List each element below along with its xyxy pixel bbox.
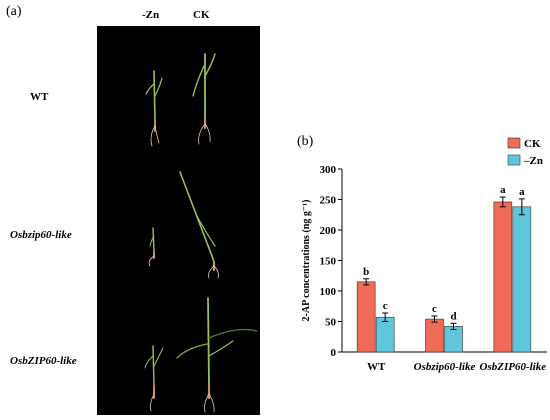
bar	[356, 281, 376, 353]
y-tick-label: 150	[320, 256, 337, 268]
seedling-oe-minus-zn	[144, 345, 164, 412]
column-label-ck: CK	[193, 9, 210, 21]
significance-letter: a	[519, 186, 525, 198]
row-label-osbzip60-like: Osbzip60-like	[10, 229, 72, 241]
x-tick-label: WT	[367, 361, 386, 373]
x-tick-label: Osbzip60-like	[414, 361, 476, 373]
y-tick-label: 0	[331, 347, 337, 359]
y-tick-label: 100	[320, 286, 337, 298]
panel-a-label: (a)	[6, 4, 22, 19]
bar	[493, 201, 513, 353]
seedling-wt-minus-zn	[145, 70, 163, 147]
y-tick-label: 250	[320, 195, 337, 207]
significance-letter: c	[432, 303, 437, 315]
significance-letter: d	[450, 310, 456, 322]
legend-swatch	[507, 137, 521, 149]
legend-label: CK	[524, 138, 541, 150]
legend-label: –Zn	[523, 155, 543, 167]
panel-b-label: (b)	[297, 134, 314, 149]
seedling-mutant-minus-zn	[148, 227, 155, 267]
row-label-osbzip60-like-overexpression: OsbZIP60-like	[10, 355, 77, 367]
bar	[444, 326, 463, 353]
seedling-wt-ck	[192, 53, 216, 145]
legend-swatch	[507, 154, 521, 166]
row-label-wt: WT	[30, 91, 49, 103]
seedling-mutant-ck	[179, 171, 219, 279]
y-tick-label: 200	[320, 225, 337, 237]
y-axis-label: 2-AP concentrations (ng g⁻¹)	[301, 200, 312, 322]
significance-letter: a	[500, 184, 506, 196]
bar	[375, 316, 395, 353]
significance-letter: b	[363, 266, 369, 278]
bar	[425, 318, 444, 353]
y-tick-label: 300	[320, 164, 337, 176]
x-tick-label: OsbZIP60-like	[480, 361, 547, 373]
seedling-photo	[97, 26, 260, 415]
bar	[512, 206, 532, 353]
seedling-illustration	[144, 53, 258, 413]
significance-letter: c	[383, 300, 388, 312]
y-tick-label: 50	[325, 317, 337, 329]
seedling-oe-ck	[176, 297, 258, 413]
column-label-minus-zn: -Zn	[142, 9, 160, 21]
